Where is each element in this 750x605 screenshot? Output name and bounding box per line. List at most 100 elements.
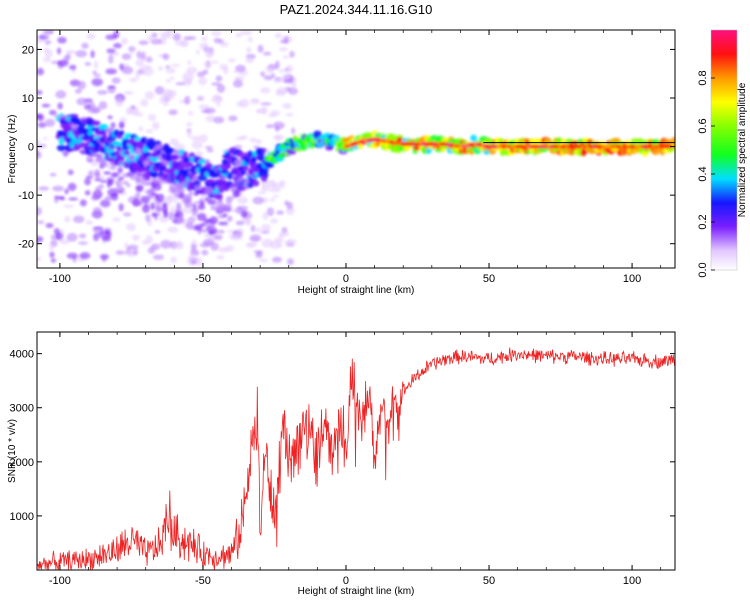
spectrogram-cell [182,151,188,158]
spectrogram-cell [240,30,253,36]
spectrogram-cell [168,186,176,194]
spectrogram-x-tick-label: -100 [49,273,71,285]
spectrogram-cell [235,206,243,214]
spectrogram-cell [170,63,181,67]
spectrogram-cell [118,203,124,212]
spectrogram-cell [213,234,223,241]
spectrogram-cell [256,139,262,145]
spectrogram-cell [158,66,164,71]
colorbar-tick-label: 0.6 [697,118,709,133]
spectrogram-cell [88,145,94,152]
spectrogram-cell [37,122,47,128]
spectrogram-cell [140,195,151,204]
spectrogram-cell [196,258,203,267]
colorbar-ticks: 0.0 0.2 0.4 0.6 0.8 [697,70,715,278]
spectrogram-cell [37,67,44,76]
spectrogram-cell [55,232,64,241]
spectrogram-cell [216,83,226,93]
snr-x-tick-label: 50 [483,575,495,587]
spectrogram-cell [228,183,238,188]
spectrogram-cell [142,145,149,154]
spectrogram-cell [199,42,209,50]
spectrogram-cell [245,56,254,64]
spectrogram-cell [203,218,212,224]
spectrogram-cell [159,96,165,104]
spectrogram-cell [142,204,150,214]
spectrogram-cell [207,199,217,206]
spectrogram-cell [288,87,298,95]
spectrogram-cell [185,221,194,230]
spectrogram-cell [120,37,128,45]
spectrogram-cell [115,179,122,187]
spectrogram-cell [189,249,199,256]
spectrogram-cell [160,239,172,249]
spectrogram-cell [59,239,71,245]
spectrogram-cell [198,159,207,165]
spectrogram-cell [191,140,203,150]
spectrogram-cell [93,233,100,242]
spectrogram-cell [110,172,119,178]
spectrogram-cell [282,79,294,84]
spectrogram-cell [54,195,65,200]
spectrogram-x-tick-label: -50 [195,273,211,285]
spectrogram-cell [174,215,184,225]
spectrogram-cell [188,189,193,196]
spectrogram-cell [105,127,115,134]
spectrogram-frame [36,29,676,269]
spectrogram-cell [277,243,283,248]
spectrogram-cell [48,109,57,116]
spectrogram-cell [56,144,67,152]
snr-y-tick-label: 3000 [10,403,34,415]
spectrogram-cell [101,131,108,140]
spectrogram-cell [273,134,285,140]
spectrogram-cell [106,48,116,54]
spectrogram-cell [211,82,222,86]
spectrogram-cell [126,223,136,232]
spectrogram-cell [228,233,238,240]
spectrogram-cell [224,203,232,212]
spectrogram-cell [196,96,205,101]
spectrogram-cell [154,204,161,212]
spectrogram-y-tick-label: 20 [22,44,34,56]
spectrogram-cell [170,154,180,161]
spectrogram-cell [107,85,116,89]
spectrogram-cell [88,152,99,157]
spectrogram-cell [154,194,159,200]
spectrogram-cell [150,38,163,45]
spectrogram-x-label: Height of straight line (km) [298,285,415,296]
spectrogram-cell [117,159,125,168]
spectrogram-cell [107,115,113,120]
spectrogram-cell [78,121,87,128]
spectrogram-cell [257,44,264,53]
spectrogram-cell [151,32,158,38]
spectrogram-cell [117,167,123,174]
spectrogram-cell [94,177,102,182]
spectrogram-cell [251,180,260,187]
spectrogram-cell [257,191,266,195]
spectrogram-cell [102,236,112,242]
spectrogram-cell [37,256,42,262]
spectrogram-cell [75,50,87,58]
snr-x-tick-label: 100 [623,575,641,587]
spectrogram-cell [236,102,244,107]
spectrogram-cell [133,136,141,141]
spectrogram-cell [123,150,131,156]
spectrogram-cell [206,148,214,153]
spectrogram-cell [289,50,295,58]
spectrogram-cell [227,215,233,222]
spectrogram-cell [268,181,277,188]
spectrogram-cell [66,232,78,242]
spectrogram-cell [98,184,105,189]
spectrogram-cell [209,216,219,225]
spectrogram-cell [95,157,106,164]
spectrogram-cell [270,218,279,225]
spectrogram-cell [193,191,199,196]
spectrogram-cell [122,212,132,217]
spectrogram-cell [130,105,136,110]
spectrogram-cell [156,193,165,203]
spectrogram-cell [176,205,182,212]
spectrogram-cell [247,36,253,43]
spectrogram-cell [246,242,256,249]
spectrogram-cell [37,151,42,160]
spectrogram-cell [631,138,639,143]
